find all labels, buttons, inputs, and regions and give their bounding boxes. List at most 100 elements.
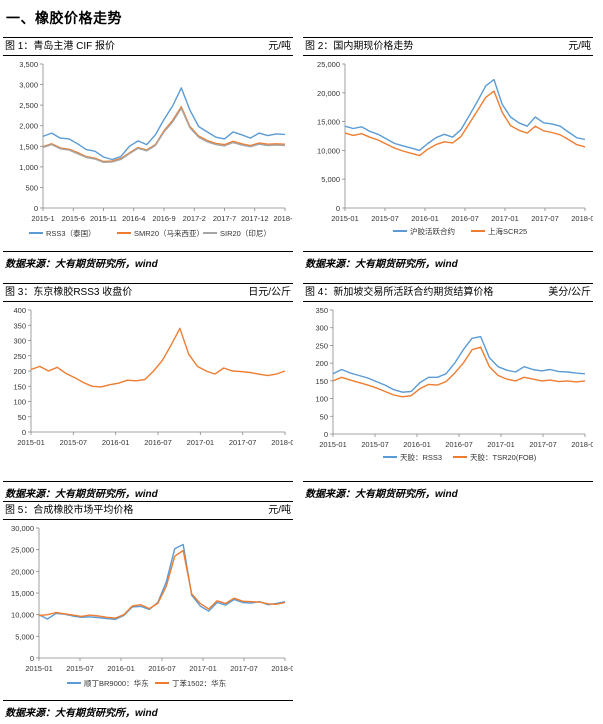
series-line-2 [344, 90, 586, 157]
x-tick-label: 2015-07 [66, 664, 94, 673]
x-tick-label: 2018-01 [271, 664, 293, 673]
x-tick-label: 2018-5 [273, 214, 293, 223]
chart-unit: 元/吨 [268, 41, 291, 52]
x-tick-label: 2015-01 [25, 664, 53, 673]
chart-unit: 元/吨 [568, 41, 591, 52]
series-line-2 [38, 549, 286, 619]
x-tick-label: 2018-01 [571, 214, 593, 223]
x-tick-label: 2016-01 [107, 664, 135, 673]
y-tick-label: 100 [13, 398, 26, 407]
y-tick-label: 50 [18, 413, 26, 422]
y-tick-label: 0 [30, 654, 34, 663]
series-line-3 [42, 107, 286, 164]
series-line-1 [344, 78, 586, 152]
y-tick-label: 200 [315, 359, 328, 368]
y-tick-label: 100 [315, 395, 328, 404]
y-tick-label: 10,000 [317, 146, 340, 155]
y-tick-label: 0 [22, 428, 26, 437]
panel-header: 图 4：新加坡交易所活跃合约期货结算价格 美分/公斤 [303, 283, 593, 302]
x-tick-label: 2016-9 [152, 214, 175, 223]
x-tick-label: 2017-2 [183, 214, 206, 223]
legend-label: 丁苯1502：华东 [172, 678, 227, 688]
y-tick-label: 25,000 [11, 546, 34, 555]
y-tick-label: 2,000 [19, 122, 38, 131]
panel-fig3: 图 3：东京橡胶RSS3 收盘价 日元/公斤 0 50 100 150 200 250 30… [3, 283, 293, 501]
x-tick-label: 2015-07 [371, 214, 399, 223]
legend-label: 天胶：RSS3 [400, 452, 442, 462]
source-note: 数据来源：大有期货研究所，wind [305, 259, 458, 270]
x-tick-label: 2016-07 [144, 438, 172, 447]
y-tick-label: 20,000 [11, 567, 34, 576]
x-tick-label: 2017-7 [213, 214, 236, 223]
chart-fig5: 0 5,000 10,000 15,000 20,000 25,000 30,000 2015… [11, 524, 293, 688]
x-tick-label: 2017-01 [189, 664, 217, 673]
chart-unit: 美分/公斤 [548, 287, 591, 298]
y-tick-label: 3,500 [19, 60, 38, 69]
panel-header: 图 3：东京橡胶RSS3 收盘价 日元/公斤 [3, 283, 293, 302]
x-tick-label: 2015-01 [319, 440, 347, 449]
series-line-2 [42, 106, 286, 163]
legend-label: RSS3（泰国） [46, 228, 96, 238]
y-tick-label: 500 [25, 183, 38, 192]
y-tick-label: 5,000 [321, 175, 340, 184]
panel-header: 图 1：青岛主港 CIF 报价 元/吨 [3, 37, 293, 56]
legend-label: SIR20（印尼） [220, 229, 271, 238]
source-note: 数据来源：大有期货研究所，wind [5, 259, 158, 270]
chart-fig3: 0 50 100 150 200 250 300 350 400 2015-01 2015-07 20… [13, 306, 293, 447]
x-tick-label: 2017-01 [487, 440, 515, 449]
x-tick-label: 2016-01 [102, 438, 130, 447]
x-tick-label: 2017-07 [230, 664, 258, 673]
x-tick-label: 2015-6 [62, 214, 85, 223]
chart-title: 图 4：新加坡交易所活跃合约期货结算价格 [305, 287, 494, 298]
y-tick-label: 30,000 [11, 524, 34, 533]
y-tick-label: 0 [34, 204, 38, 213]
y-tick-label: 350 [315, 306, 328, 315]
chart-title: 图 3：东京橡胶RSS3 收盘价 [5, 287, 133, 298]
legend-label: 沪胶活跃合约 [410, 226, 455, 236]
chart-fig4: 0 50 100 150 200 250 300 350 2015-01 2015-07 2016-… [315, 306, 593, 462]
panel-fig1: 图 1：青岛主港 CIF 报价 元/吨 0 500 1,000 1,500 2,000 2… [3, 37, 293, 271]
source-note: 数据来源：大有期货研究所，wind [305, 489, 458, 500]
x-tick-label: 2016-01 [411, 214, 439, 223]
chart-unit: 元/吨 [268, 505, 291, 516]
y-tick-label: 300 [315, 324, 328, 333]
y-tick-label: 5,000 [15, 632, 34, 641]
panel-header: 图 2：国内期现价格走势 元/吨 [303, 37, 593, 56]
y-tick-label: 15,000 [11, 589, 34, 598]
x-tick-label: 2017-01 [491, 214, 519, 223]
y-tick-label: 300 [13, 337, 26, 346]
source-note: 数据来源：大有期货研究所，wind [5, 489, 158, 500]
x-tick-label: 2016-4 [122, 214, 145, 223]
y-tick-label: 3,000 [19, 81, 38, 90]
x-tick-label: 2017-12 [241, 214, 269, 223]
chart-title: 图 2：国内期现价格走势 [305, 41, 414, 52]
panel-fig2: 图 2：国内期现价格走势 元/吨 0 5,000 10,000 15,000 20,00… [303, 37, 593, 271]
series-line-1 [38, 543, 286, 621]
y-tick-label: 15,000 [317, 118, 340, 127]
x-tick-label: 2017-01 [187, 438, 215, 447]
y-tick-label: 350 [13, 321, 26, 330]
panel-fig4: 图 4：新加坡交易所活跃合约期货结算价格 美分/公斤 0 50 100 150 200 2… [303, 283, 593, 501]
y-tick-label: 0 [336, 204, 340, 213]
legend-label: SMR20（马来西亚） [134, 229, 204, 238]
chart-title: 图 5：合成橡胶市场平均价格 [5, 505, 134, 516]
y-tick-label: 20,000 [317, 89, 340, 98]
y-tick-label: 2,500 [19, 101, 38, 110]
y-tick-label: 250 [315, 341, 328, 350]
x-tick-label: 2016-07 [445, 440, 473, 449]
chart-title: 图 1：青岛主港 CIF 报价 [5, 41, 116, 52]
x-tick-label: 2016-01 [403, 440, 431, 449]
y-tick-label: 250 [13, 352, 26, 361]
x-tick-label: 2017-07 [529, 440, 557, 449]
panel-header: 图 5：合成橡胶市场平均价格 元/吨 [3, 501, 293, 520]
chart-unit: 日元/公斤 [248, 287, 291, 298]
source-note: 数据来源：大有期货研究所，wind [5, 708, 158, 719]
legend-label: 顺丁BR9000：华东 [84, 678, 149, 688]
section-title: 一、橡胶价格走势 [6, 10, 122, 26]
y-tick-label: 25,000 [317, 60, 340, 69]
x-tick-label: 2015-01 [331, 214, 359, 223]
series-line-1 [332, 335, 586, 393]
series-line-2 [332, 346, 586, 398]
y-tick-label: 1,500 [19, 142, 38, 151]
x-tick-label: 2015-11 [90, 214, 117, 223]
